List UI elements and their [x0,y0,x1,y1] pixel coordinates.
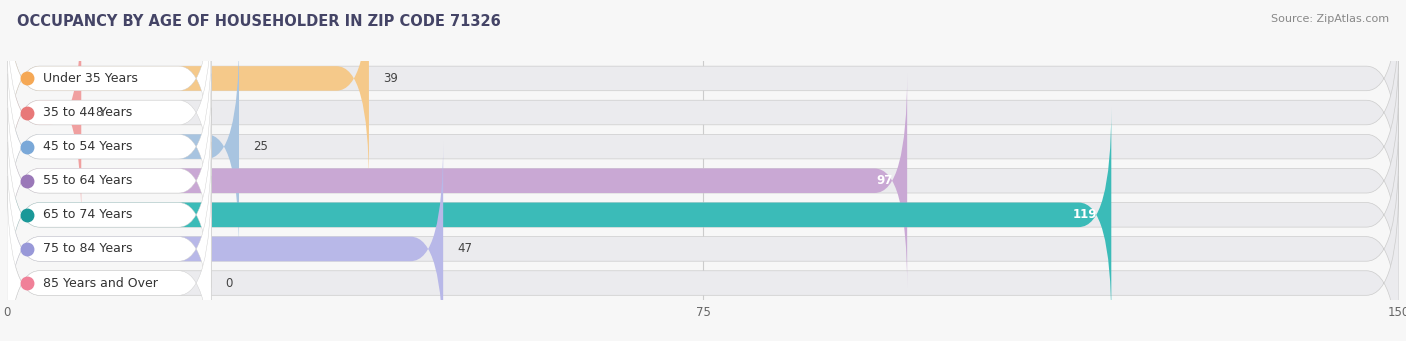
Text: 119: 119 [1073,208,1098,221]
FancyBboxPatch shape [7,74,907,288]
FancyBboxPatch shape [7,108,1111,322]
Text: OCCUPANCY BY AGE OF HOUSEHOLDER IN ZIP CODE 71326: OCCUPANCY BY AGE OF HOUSEHOLDER IN ZIP C… [17,14,501,29]
Text: 8: 8 [96,106,103,119]
Text: 55 to 64 Years: 55 to 64 Years [44,174,132,187]
FancyBboxPatch shape [7,142,443,341]
FancyBboxPatch shape [7,74,211,288]
FancyBboxPatch shape [7,5,82,220]
Text: 0: 0 [225,277,232,290]
Text: 47: 47 [457,242,472,255]
FancyBboxPatch shape [7,176,1399,341]
Text: 35 to 44 Years: 35 to 44 Years [44,106,132,119]
Text: Source: ZipAtlas.com: Source: ZipAtlas.com [1271,14,1389,24]
FancyBboxPatch shape [7,40,211,254]
Text: 75 to 84 Years: 75 to 84 Years [44,242,132,255]
Text: 39: 39 [382,72,398,85]
FancyBboxPatch shape [7,74,1399,288]
FancyBboxPatch shape [7,108,211,322]
Text: 45 to 54 Years: 45 to 54 Years [44,140,132,153]
FancyBboxPatch shape [7,176,211,341]
FancyBboxPatch shape [7,142,1399,341]
Text: 97: 97 [877,174,893,187]
Text: Under 35 Years: Under 35 Years [44,72,138,85]
FancyBboxPatch shape [7,5,211,220]
FancyBboxPatch shape [7,40,239,254]
FancyBboxPatch shape [7,142,211,341]
FancyBboxPatch shape [7,108,1399,322]
FancyBboxPatch shape [7,40,1399,254]
FancyBboxPatch shape [7,0,211,186]
FancyBboxPatch shape [7,0,368,186]
Text: 65 to 74 Years: 65 to 74 Years [44,208,132,221]
FancyBboxPatch shape [7,0,1399,186]
FancyBboxPatch shape [7,5,1399,220]
Text: 25: 25 [253,140,267,153]
Text: 85 Years and Over: 85 Years and Over [44,277,157,290]
